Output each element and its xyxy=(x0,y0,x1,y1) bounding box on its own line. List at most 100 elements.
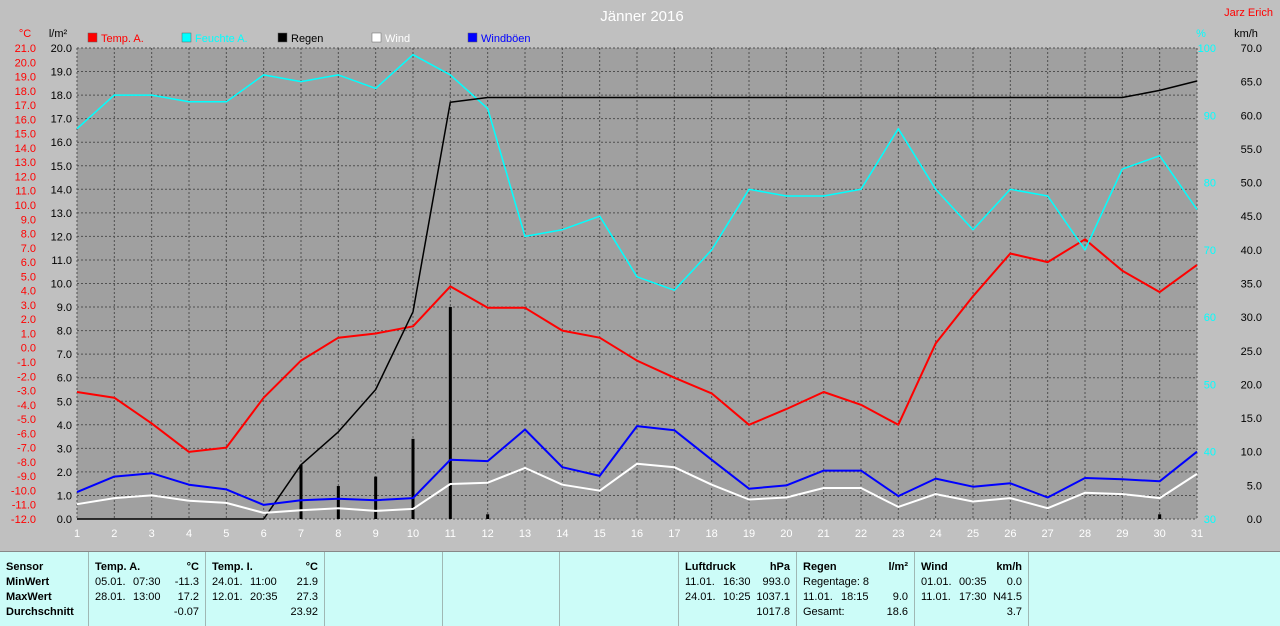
rain-tick-label: 20.0 xyxy=(51,43,72,55)
wind-tick-label: 10.0 xyxy=(1241,447,1262,459)
weather-chart: 1 2 3 4 5 6 7 8 9 10 11 12 13 14 15 16 17 18 19 20 21 22 23 24 2… xyxy=(11,7,1273,540)
wind-title: Wind xyxy=(921,561,948,573)
humidity-tick-label: 60 xyxy=(1204,312,1216,324)
temp-a-avg: -0.07 xyxy=(173,606,199,618)
rain-total-val: 18.6 xyxy=(886,606,908,618)
rain-tick-label: 3.0 xyxy=(57,443,72,455)
legend-swatch xyxy=(181,32,192,43)
temp-tick-label: -8.0 xyxy=(17,457,36,469)
x-tick-label: 19 xyxy=(743,528,755,540)
temp-tick-label: 6.0 xyxy=(21,257,36,269)
temp-a-min-date: 05.01. xyxy=(95,576,126,588)
x-tick-label: 17 xyxy=(668,528,680,540)
legend-label: Windböen xyxy=(481,33,531,45)
author-label: Jarz Erich xyxy=(1224,7,1273,19)
temp-i-max-time: 20:35 xyxy=(250,591,278,603)
legend-swatch xyxy=(467,32,478,43)
x-tick-label: 13 xyxy=(519,528,531,540)
humidity-unit-label: % xyxy=(1196,28,1206,40)
pressure-avg: 1017.8 xyxy=(756,606,790,618)
wind-tick-label: 70.0 xyxy=(1241,43,1262,55)
wind-min-time: 00:35 xyxy=(959,576,987,588)
x-tick-label: 7 xyxy=(298,528,304,540)
rain-tick-label: 17.0 xyxy=(51,114,72,126)
x-tick-label: 4 xyxy=(186,528,192,540)
temp-tick-label: 1.0 xyxy=(21,328,36,340)
pressure-column: Luftdruck hPa 11.01. 16:30 993.0 24.01. 10:2… xyxy=(679,552,797,626)
series-line-wind xyxy=(76,462,1198,514)
temp-tick-label: 0.0 xyxy=(21,343,36,355)
rain-max-val: 9.0 xyxy=(892,591,908,603)
sensor-header: Sensor xyxy=(6,561,44,573)
x-tick-label: 16 xyxy=(631,528,643,540)
temp-tick-label: -11.0 xyxy=(12,500,36,512)
x-tick-label: 26 xyxy=(1004,528,1016,540)
summary-table: Sensor MinWert MaxWert Durchschnitt Temp… xyxy=(0,551,1280,626)
temp-tick-label: 7.0 xyxy=(21,243,36,255)
rain-tick-label: 14.0 xyxy=(51,184,72,196)
temp-tick-label: 8.0 xyxy=(21,229,36,241)
row-label-avg: Durchschnitt xyxy=(6,606,74,618)
series-line-regen xyxy=(77,80,1198,520)
temp-tick-label: 19.0 xyxy=(15,72,36,84)
pressure-unit: hPa xyxy=(769,561,790,573)
temp-tick-label: 15.0 xyxy=(15,129,36,141)
pressure-max-date: 24.01. xyxy=(685,591,716,603)
x-tick-label: 8 xyxy=(335,528,341,540)
chart-title: Jänner 2016 xyxy=(600,8,683,25)
x-tick-label: 27 xyxy=(1042,528,1054,540)
wind-max-val: 41.5 xyxy=(1000,591,1022,603)
temp-tick-label: 10.0 xyxy=(15,200,36,212)
temp-tick-label: 16.0 xyxy=(15,114,36,126)
wind-unit: km/h xyxy=(996,561,1022,573)
pressure-max-time: 10:25 xyxy=(723,591,751,603)
row-label-min: MinWert xyxy=(6,576,50,588)
rain-tick-label: 1.0 xyxy=(57,490,72,502)
series-line-feuchte-a xyxy=(76,53,1198,291)
x-tick-label: 18 xyxy=(706,528,718,540)
rain-column: Regen l/m² Regentage: 8 11.01. 18:15 9.0 Ge… xyxy=(797,552,915,626)
empty-column-1 xyxy=(325,552,443,626)
series-line-temp-a xyxy=(76,238,1198,453)
wind-tick-label: 25.0 xyxy=(1241,346,1262,358)
wind-tick-label: 30.0 xyxy=(1241,312,1262,324)
rain-tick-label: 16.0 xyxy=(51,137,72,149)
temp-tick-label: 20.0 xyxy=(15,57,36,69)
temp-i-column: Temp. I. °C 24.01. 11:00 21.9 12.01. 20:35 27… xyxy=(206,552,325,626)
rain-tick-label: 11.0 xyxy=(51,255,72,267)
temp-a-title: Temp. A. xyxy=(95,561,141,573)
rain-max-date: 11.01. xyxy=(803,591,833,603)
temp-i-title: Temp. I. xyxy=(212,561,253,573)
temp-tick-label: 14.0 xyxy=(15,143,36,155)
temp-a-column: Temp. A. °C 05.01. 07:30 -11.3 28.01. 13:00 1… xyxy=(89,552,206,626)
temp-i-min-val: 21.9 xyxy=(296,576,318,588)
rain-unit: l/m² xyxy=(888,561,908,573)
chart-legend: Temp. A. Feuchte A. Regen Wind Windböen xyxy=(87,32,531,45)
rain-tick-label: 4.0 xyxy=(57,420,72,432)
rain-tick-label: 10.0 xyxy=(51,279,72,291)
x-tick-label: 5 xyxy=(223,528,229,540)
x-tick-label: 14 xyxy=(556,528,568,540)
temp-tick-label: 2.0 xyxy=(21,314,36,326)
temp-i-unit: °C xyxy=(305,561,318,573)
temp-i-avg: 23.92 xyxy=(290,606,318,618)
legend-label: Regen xyxy=(291,33,323,45)
wind-max-dir: N xyxy=(993,591,1001,603)
x-tick-label: 15 xyxy=(594,528,606,540)
rain-max-time: 18:15 xyxy=(841,591,869,603)
series-line-windb-en xyxy=(76,425,1198,506)
empty-column-3 xyxy=(560,552,679,626)
temp-unit-label: °C xyxy=(19,28,31,40)
wind-tick-label: 0.0 xyxy=(1247,514,1262,526)
temp-tick-label: 5.0 xyxy=(21,271,36,283)
humidity-tick-label: 100 xyxy=(1198,43,1216,55)
temp-tick-label: 18.0 xyxy=(15,86,36,98)
temp-a-min-val: -11.3 xyxy=(174,576,199,588)
humidity-tick-label: 80 xyxy=(1204,178,1216,190)
x-tick-label: 3 xyxy=(149,528,155,540)
rain-tick-label: 6.0 xyxy=(57,373,72,385)
x-tick-label: 11 xyxy=(445,528,456,540)
temp-tick-label: -6.0 xyxy=(17,428,36,440)
humidity-tick-label: 40 xyxy=(1204,447,1216,459)
wind-tick-label: 20.0 xyxy=(1241,379,1262,391)
